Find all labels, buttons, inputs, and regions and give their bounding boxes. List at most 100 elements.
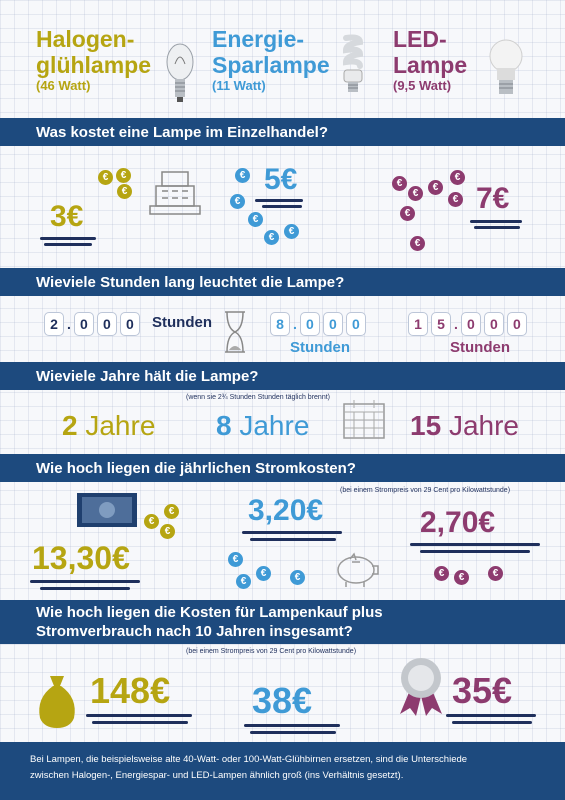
halogen-power-cost: 13,30€ — [32, 540, 130, 576]
energie-header: Energie- Sparlampe (11 Watt) — [212, 26, 330, 93]
underline — [410, 543, 540, 546]
years-heading: Wieviele Jahre hält die Lampe? — [0, 362, 565, 390]
euro-coin-icon: € — [228, 552, 243, 567]
halogen-hours-unit: Stunden — [152, 314, 212, 331]
underline — [40, 237, 96, 240]
led-years-number: 15 — [410, 410, 442, 441]
euro-coin-icon: € — [256, 566, 271, 581]
euro-coin-icon: € — [392, 176, 407, 191]
led-bulb-icon — [489, 39, 523, 94]
euro-coin-icon: € — [236, 574, 251, 589]
halogen-name-line1: Halogen- — [36, 26, 135, 52]
euro-coin-icon: € — [98, 170, 113, 185]
led-power-cost: 2,70€ — [420, 506, 496, 539]
underline — [30, 580, 140, 583]
cash-register-icon — [149, 171, 201, 215]
years-unit: Jahre — [85, 410, 156, 441]
hours-heading: Wieviele Stunden lang leuchtet die Lampe… — [0, 268, 565, 296]
energie-years: 8 Jahre — [216, 410, 309, 442]
footer-line1: Bei Lampen, die beispielsweise alte 40-W… — [30, 754, 468, 765]
total-note: (bei einem Strompreis von 29 Cent pro Ki… — [186, 648, 357, 655]
euro-coin-icon: € — [488, 566, 503, 581]
led-hours: 1 5 . 0 0 0 — [408, 312, 527, 336]
hourglass-icon — [225, 311, 245, 353]
total-heading-line1: Wie hoch liegen die Kosten für Lampenkau… — [36, 604, 383, 621]
halogen-name-line2: glühlampe — [36, 52, 152, 78]
underline — [250, 538, 336, 541]
hours-digit: 0 — [73, 312, 94, 336]
calendar-icon — [343, 400, 385, 439]
total-heading-line2: Stromverbrauch nach 10 Jahren insgesamt? — [36, 623, 353, 640]
led-name-line2: Lampe — [393, 52, 468, 78]
cfl-bulb-icon — [342, 34, 364, 92]
euro-coin-icon: € — [428, 180, 443, 195]
hours-digit: 2 — [44, 312, 64, 336]
underline — [474, 226, 520, 229]
hours-digit: 0 — [506, 312, 527, 336]
euro-coin-icon: € — [408, 186, 423, 201]
award-rosette-icon — [400, 658, 442, 716]
euro-coin-icon: € — [284, 224, 299, 239]
energie-cost: 5€ — [264, 163, 298, 196]
piggy-bank-icon — [337, 552, 379, 587]
hours-digit: 0 — [322, 312, 343, 336]
euro-coin-icon: € — [264, 230, 279, 245]
energie-name-line1: Energie- — [212, 26, 305, 52]
hours-digit: 0 — [119, 312, 140, 336]
led-years: 15 Jahre — [410, 410, 519, 442]
euro-coin-icon: € — [448, 192, 463, 207]
euro-coin-icon: € — [450, 170, 465, 185]
years-unit: Jahre — [448, 410, 519, 441]
banknote-icon — [77, 493, 137, 527]
underline — [250, 731, 336, 734]
hours-digit: 1 — [408, 312, 428, 336]
halogen-total-cost: 148€ — [90, 670, 171, 711]
led-hours-unit: Stunden — [450, 339, 510, 356]
halogen-hours: 2 . 0 0 0 — [44, 312, 140, 336]
hours-separator: . — [67, 316, 71, 332]
energie-power-cost: 3,20€ — [248, 494, 324, 527]
hours-digit: 5 — [431, 312, 451, 336]
underline — [255, 199, 303, 202]
energie-watt: (11 Watt) — [212, 78, 266, 93]
euro-coin-icon: € — [454, 570, 469, 585]
led-total-cost: 35€ — [452, 670, 513, 711]
halogen-years: 2 Jahre — [62, 410, 155, 442]
hours-digit: 0 — [460, 312, 481, 336]
euro-coin-icon: € — [144, 514, 159, 529]
euro-coin-icon: € — [235, 168, 250, 183]
hours-digit: 0 — [299, 312, 320, 336]
led-name-line1: LED- — [393, 26, 447, 52]
led-cost: 7€ — [476, 182, 510, 215]
euro-coin-icon: € — [117, 184, 132, 199]
underline — [420, 550, 530, 553]
halogen-cost: 3€ — [50, 200, 84, 233]
euro-coin-icon: € — [410, 236, 425, 251]
euro-coin-icon: € — [290, 570, 305, 585]
euro-coin-icon: € — [434, 566, 449, 581]
halogen-bulb-icon — [166, 43, 194, 102]
years-note: (wenn sie 2¾ Stunden Stunden täglich bre… — [186, 394, 330, 401]
energie-hours-unit: Stunden — [290, 339, 350, 356]
footer-line2: zwischen Halogen-, Energiespar- und LED-… — [30, 770, 404, 781]
underline — [44, 243, 92, 246]
led-header: LED- Lampe (9,5 Watt) — [393, 26, 467, 93]
total-heading: Wie hoch liegen die Kosten für Lampenkau… — [0, 600, 565, 644]
hours-separator: . — [293, 316, 297, 332]
euro-coin-icon: € — [160, 524, 175, 539]
euro-coin-icon: € — [248, 212, 263, 227]
euro-coin-icon: € — [164, 504, 179, 519]
power-heading: Wie hoch liegen die jährlichen Stromkost… — [0, 454, 565, 482]
underline — [242, 531, 342, 534]
underline — [86, 714, 192, 717]
underline — [40, 587, 130, 590]
years-unit: Jahre — [239, 410, 310, 441]
cost-heading: Was kostet eine Lampe im Einzelhandel? — [0, 118, 565, 146]
underline — [446, 714, 536, 717]
power-note: (bei einem Strompreis von 29 Cent pro Ki… — [340, 487, 511, 494]
underline — [92, 721, 188, 724]
underline — [262, 205, 302, 208]
money-bag-icon — [39, 676, 75, 728]
halogen-header: Halogen- glühlampe (46 Watt) — [36, 26, 151, 93]
hours-digit: 8 — [270, 312, 290, 336]
